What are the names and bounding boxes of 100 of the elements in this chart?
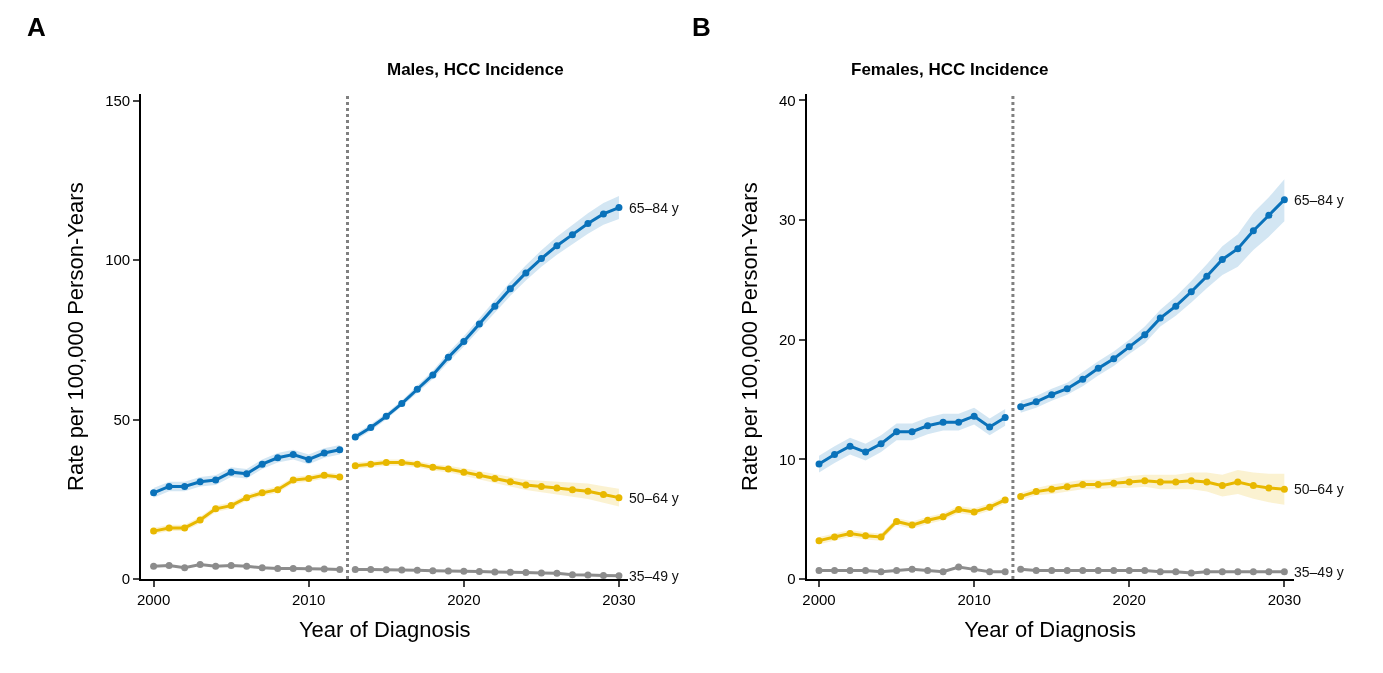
point (615, 204, 623, 212)
point (1280, 196, 1288, 204)
point (150, 489, 158, 497)
x-axis-title: Year of Diagnosis (964, 617, 1136, 643)
point (243, 470, 251, 478)
text: B (692, 12, 711, 42)
point (382, 459, 390, 467)
point (1172, 478, 1180, 486)
point (475, 568, 483, 576)
x-tick-label: 2010 (292, 590, 326, 608)
point (537, 482, 545, 490)
point (615, 572, 623, 579)
point (1001, 413, 1009, 421)
point (258, 460, 266, 468)
y-tick-label: 100 (105, 251, 131, 269)
point (336, 473, 344, 481)
point (367, 460, 375, 468)
point (398, 400, 406, 408)
x-tick-label: 2000 (136, 590, 171, 608)
point (227, 562, 235, 570)
point (537, 255, 545, 263)
point (1125, 567, 1133, 575)
point (165, 482, 173, 490)
point (939, 568, 947, 576)
point (212, 476, 220, 484)
point (460, 468, 468, 476)
point (924, 422, 932, 430)
point (336, 565, 344, 573)
point (1125, 478, 1133, 486)
point (305, 475, 313, 483)
point (537, 569, 545, 577)
point (1203, 272, 1211, 280)
point (955, 418, 963, 426)
point (908, 565, 916, 573)
point (1203, 478, 1211, 486)
point (955, 506, 963, 514)
point (599, 210, 607, 218)
point (970, 508, 978, 516)
point (491, 568, 499, 576)
point (196, 478, 204, 486)
point (1048, 567, 1056, 575)
point (258, 489, 266, 497)
point (289, 476, 297, 484)
point (908, 428, 916, 436)
y-tick-label: 0 (121, 570, 131, 588)
x-tick-label: 2020 (1112, 590, 1146, 608)
point (862, 448, 870, 456)
point (196, 516, 204, 524)
point (831, 567, 839, 575)
point (568, 571, 576, 579)
point (367, 565, 375, 573)
point (243, 562, 251, 570)
point (181, 482, 189, 490)
point (289, 564, 297, 572)
point (553, 484, 561, 492)
point (1234, 568, 1242, 576)
point (1048, 391, 1056, 399)
point (522, 481, 530, 489)
point (382, 566, 390, 574)
y-tick-label: 10 (778, 450, 796, 468)
point (181, 564, 189, 572)
point (908, 521, 916, 529)
point (568, 486, 576, 494)
point (1094, 480, 1102, 488)
point (1249, 568, 1257, 576)
point (815, 567, 823, 575)
point (181, 524, 189, 532)
point (1265, 484, 1273, 492)
point (1001, 496, 1009, 504)
point (460, 567, 468, 575)
point (986, 423, 994, 431)
point (1032, 488, 1040, 496)
point (568, 231, 576, 239)
point (1079, 375, 1087, 383)
point (831, 533, 839, 541)
point (986, 503, 994, 511)
point (336, 446, 344, 454)
point (429, 567, 437, 575)
point (1218, 255, 1226, 263)
point (506, 568, 514, 576)
x-tick-label: 2000 (802, 590, 836, 608)
point (1032, 398, 1040, 406)
point (491, 475, 499, 483)
point (815, 460, 823, 468)
point (150, 527, 158, 535)
y-tick-label: 150 (105, 91, 131, 109)
point (196, 561, 204, 569)
point (382, 412, 390, 420)
point (351, 565, 359, 573)
x-tick-label: 2030 (1267, 590, 1302, 608)
point (1141, 477, 1149, 485)
point (1187, 569, 1195, 577)
y-tick-label: 50 (113, 410, 131, 428)
series-label: 35–49 y (1294, 564, 1344, 580)
point (274, 564, 282, 572)
point (877, 440, 885, 448)
point (1017, 403, 1025, 411)
point (413, 460, 421, 468)
point (1048, 485, 1056, 493)
point (1172, 302, 1180, 310)
